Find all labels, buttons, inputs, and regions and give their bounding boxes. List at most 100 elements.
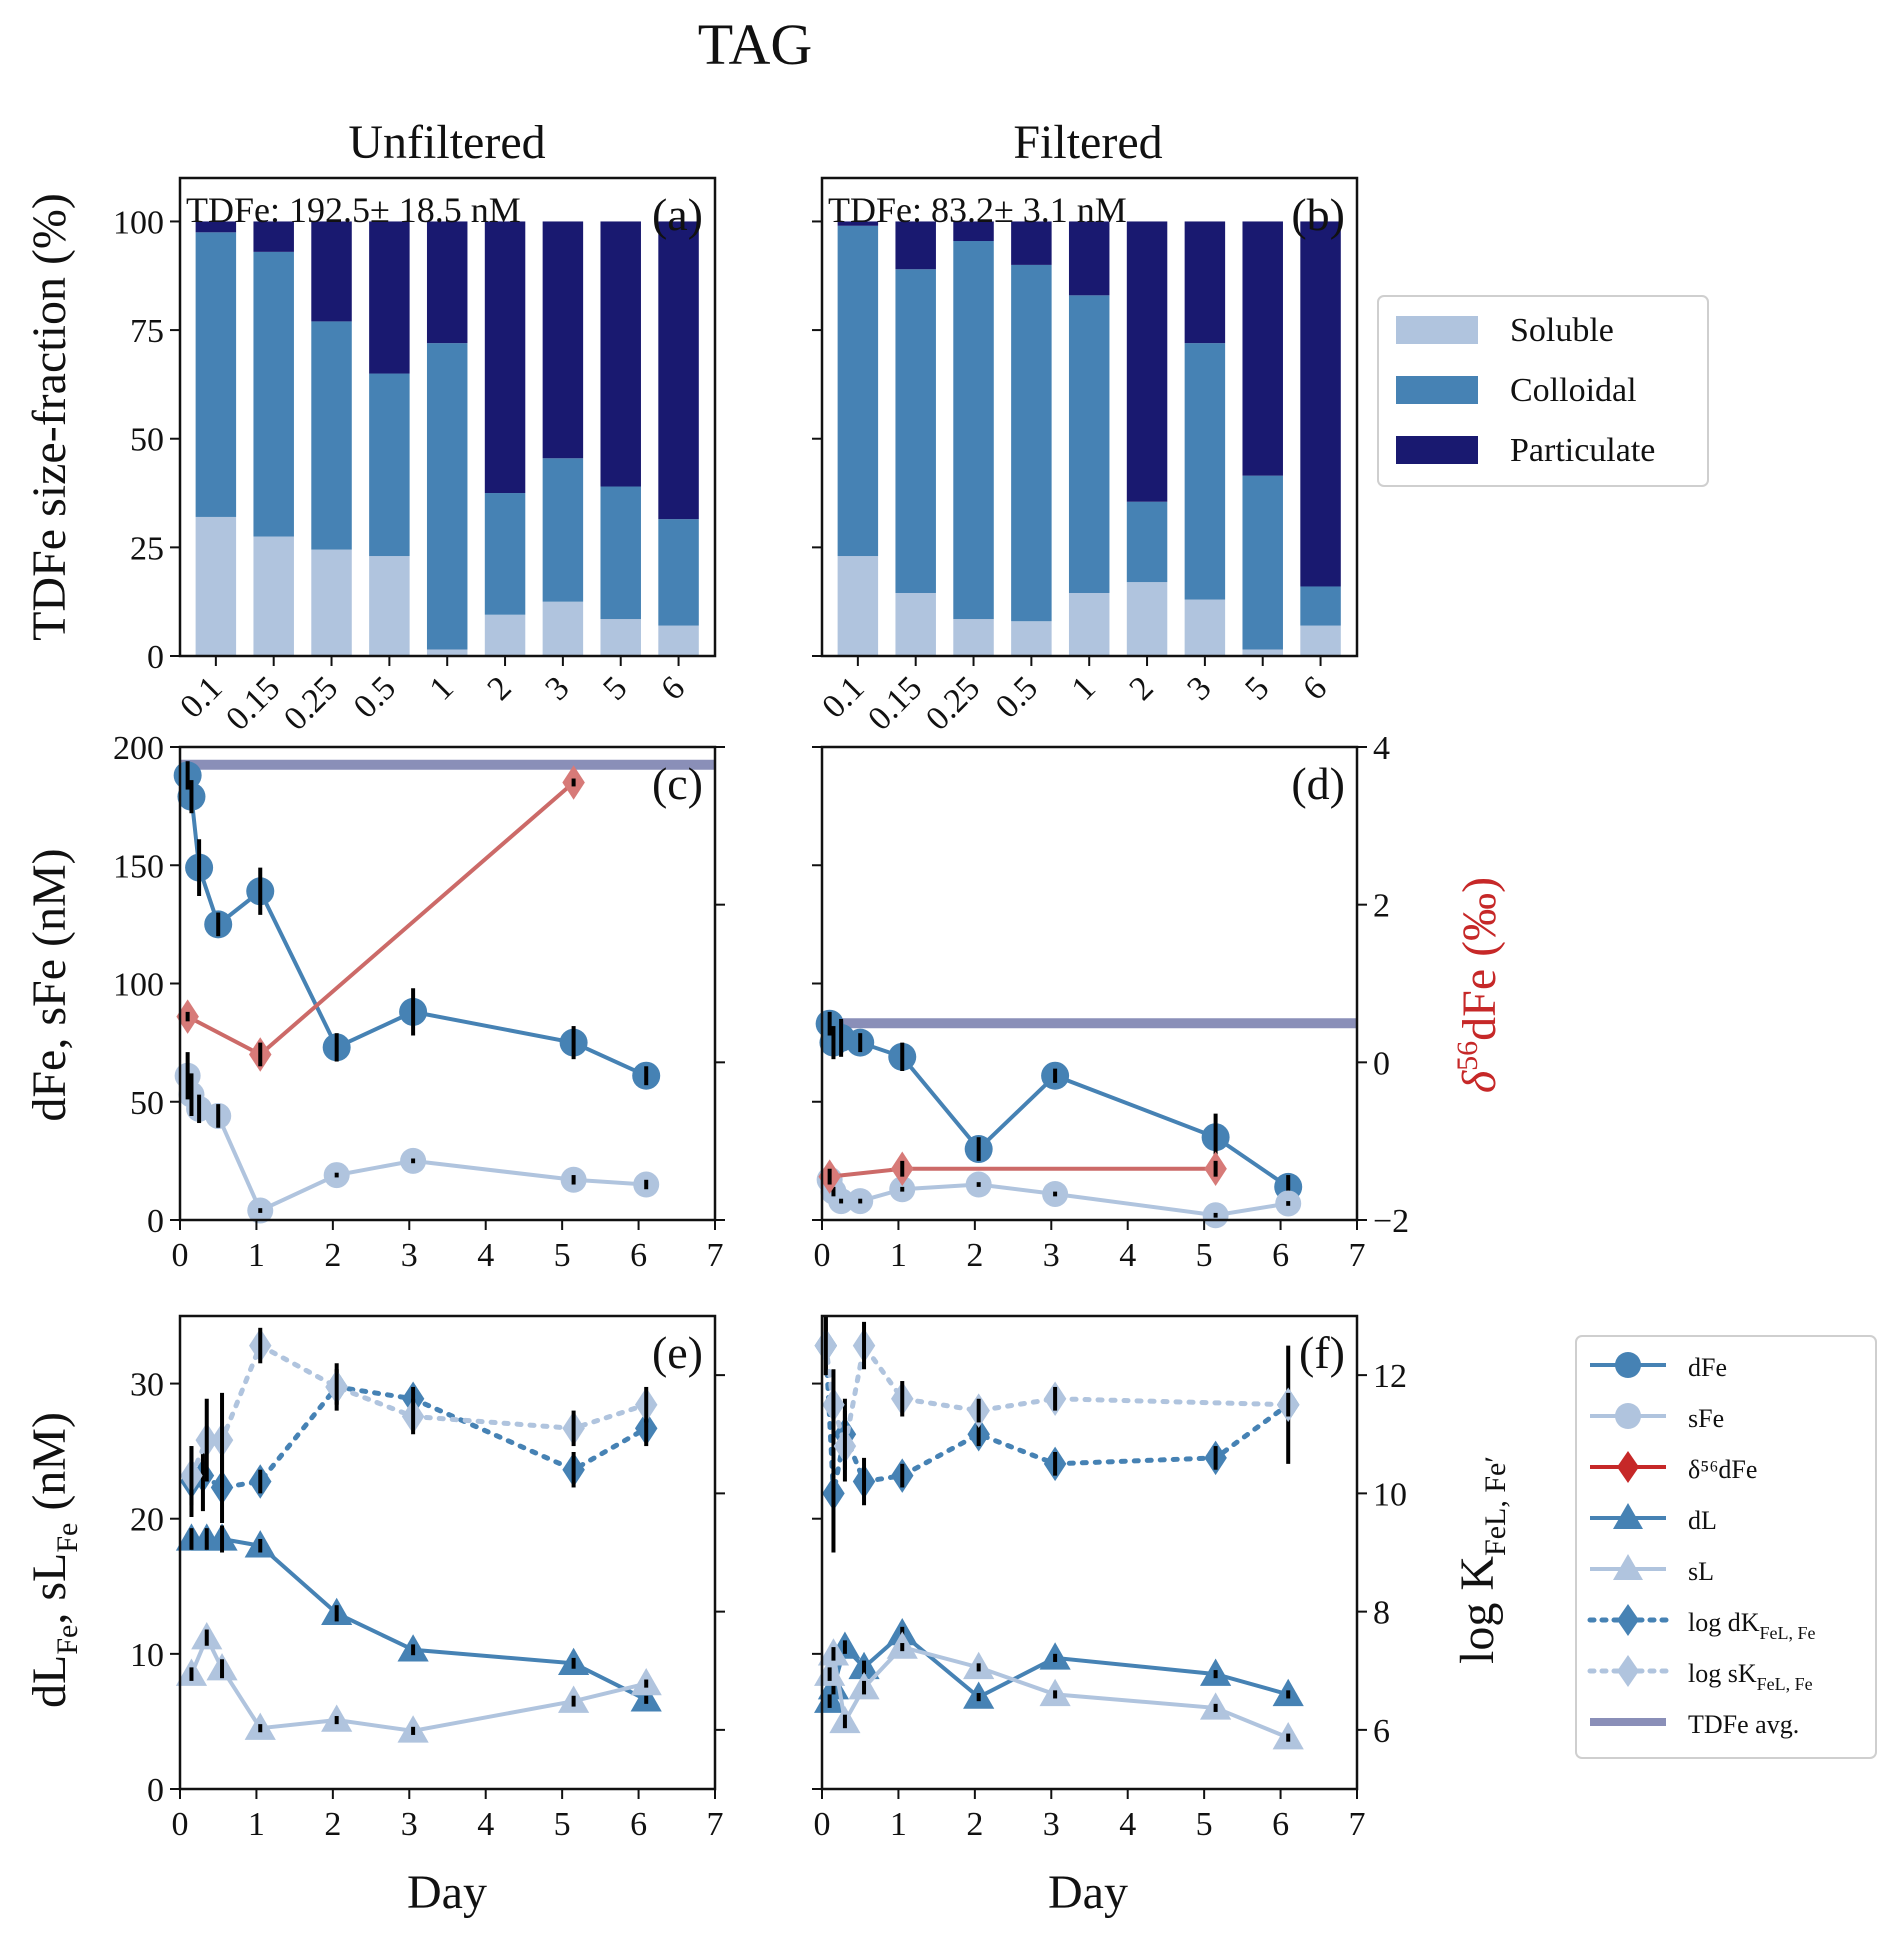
bar-soluble [542,601,584,656]
y2tick-label-f: 12 [1373,1358,1407,1395]
legend-logsk-marker [1617,1655,1639,1687]
bar-soluble [1184,599,1226,656]
y2tick-label-d: 4 [1373,730,1390,767]
xtick-label-f: 6 [1272,1806,1289,1843]
legend-dfe-marker [1615,1352,1641,1378]
xtick-label-c: 7 [707,1237,724,1274]
legend-tdfeavg-label: TDFe avg. [1688,1710,1799,1739]
series-line-56dfe [186,780,575,1057]
bar-particulate [311,221,352,322]
series-line-56dfe [829,1166,1216,1179]
bar-particulate [600,221,641,487]
tdfe-annotation-a: TDFe: 192.5± 18.5 nM [186,190,521,230]
bar-particulate [484,221,526,494]
legend-logdk-label: log dKFeL, Fe [1688,1608,1816,1643]
bar-soluble [253,536,294,656]
bar-soluble [1068,592,1110,656]
xtick-label-e: 6 [630,1806,647,1843]
bar-colloidal [542,458,584,602]
xtick-label-c: 1 [248,1237,265,1274]
bar-colloidal [1184,343,1226,600]
y2tick-label-f: 10 [1373,1476,1407,1513]
col-title-unfiltered: Unfiltered [348,116,545,169]
bar-soluble [1300,625,1341,656]
ytick-label-c: 200 [113,730,164,767]
axes-frame-d [820,745,1359,1222]
bar-colloidal [600,486,641,620]
bar-particulate [895,221,936,270]
bar-particulate [369,221,410,374]
xtick-label-c: 4 [477,1237,494,1274]
ylabel-size-fraction: TDFe size-fraction (%) [23,193,76,641]
bar-soluble [600,619,641,656]
category-label: 5 [1238,669,1276,707]
bar-colloidal [1011,264,1052,622]
legend-swatch-particulate [1396,436,1478,464]
bar-colloidal [426,343,468,650]
bar-particulate [1068,221,1110,296]
bar-particulate [542,221,584,459]
bar-soluble [953,619,994,656]
category-label: 2 [1123,669,1161,707]
y2tick-label-f: 6 [1373,1713,1390,1750]
ytick-label-e: 30 [130,1367,164,1404]
bar-soluble [658,625,699,656]
bar-colloidal [195,232,237,517]
bar-particulate [1184,221,1226,344]
bar-soluble [837,556,879,656]
xtick-label-c: 6 [630,1237,647,1274]
legend-logdk-marker [1617,1604,1639,1636]
bar-soluble [426,649,468,656]
ytick-label-c: 0 [147,1203,164,1240]
legend-swatch-colloidal [1396,376,1478,404]
xtick-label-f: 5 [1196,1806,1213,1843]
tdfe-annotation-b: TDFe: 83.2± 3.1 nM [828,190,1127,230]
y2tick-label-d: 2 [1373,888,1390,925]
category-label: 0.15 [861,669,929,737]
legend-sl-marker [1613,1554,1643,1580]
y2tick-label-d: −2 [1373,1203,1409,1240]
bar-colloidal [253,251,294,537]
category-label: 1 [423,669,461,707]
bar-colloidal [369,373,410,557]
ytick-label-a: 75 [130,313,164,350]
xtick-label-f: 3 [1043,1806,1060,1843]
axes-frame-f [820,1314,1359,1791]
category-label: 0.5 [989,669,1045,725]
category-label: 3 [538,669,576,707]
bar-colloidal [484,493,526,615]
xtick-label-c: 0 [172,1237,189,1274]
bar-particulate [1300,221,1341,587]
xtick-label-d: 7 [1349,1237,1366,1274]
xtick-label-d: 1 [890,1237,907,1274]
bar-colloidal [658,519,699,626]
bar-particulate [195,221,237,233]
bar-particulate [658,221,699,520]
bar-soluble [1242,649,1283,656]
bar-soluble [895,592,936,656]
axes-frame-c [178,745,717,1222]
category-label: 0.25 [919,669,987,737]
legend-dl-label: dL [1688,1506,1717,1535]
bar-colloidal [311,321,352,550]
legend-label-colloidal: Colloidal [1510,372,1637,409]
xtick-label-e: 1 [248,1806,265,1843]
legend-dfe-label: dFe [1688,1353,1727,1382]
ytick-label-e: 10 [130,1637,164,1674]
panel-label-b: (b) [1291,189,1345,240]
bar-particulate [1126,221,1168,502]
bar-soluble [195,516,237,656]
xtick-label-f: 7 [1349,1806,1366,1843]
legend-dfe-label: δ⁵⁶dFe [1688,1455,1757,1484]
legend-sl-label: sL [1688,1557,1714,1586]
y2tick-label-d: 0 [1373,1045,1390,1082]
xtick-label-d: 0 [814,1237,831,1274]
col-title-filtered: Filtered [1013,116,1162,169]
xtick-label-e: 2 [324,1806,341,1843]
bar-colloidal [837,225,879,557]
legend-swatch-soluble [1396,316,1478,344]
bar-particulate [953,221,994,242]
legend-logsk-label: log sKFeL, Fe [1688,1659,1813,1694]
bar-soluble [311,549,352,656]
